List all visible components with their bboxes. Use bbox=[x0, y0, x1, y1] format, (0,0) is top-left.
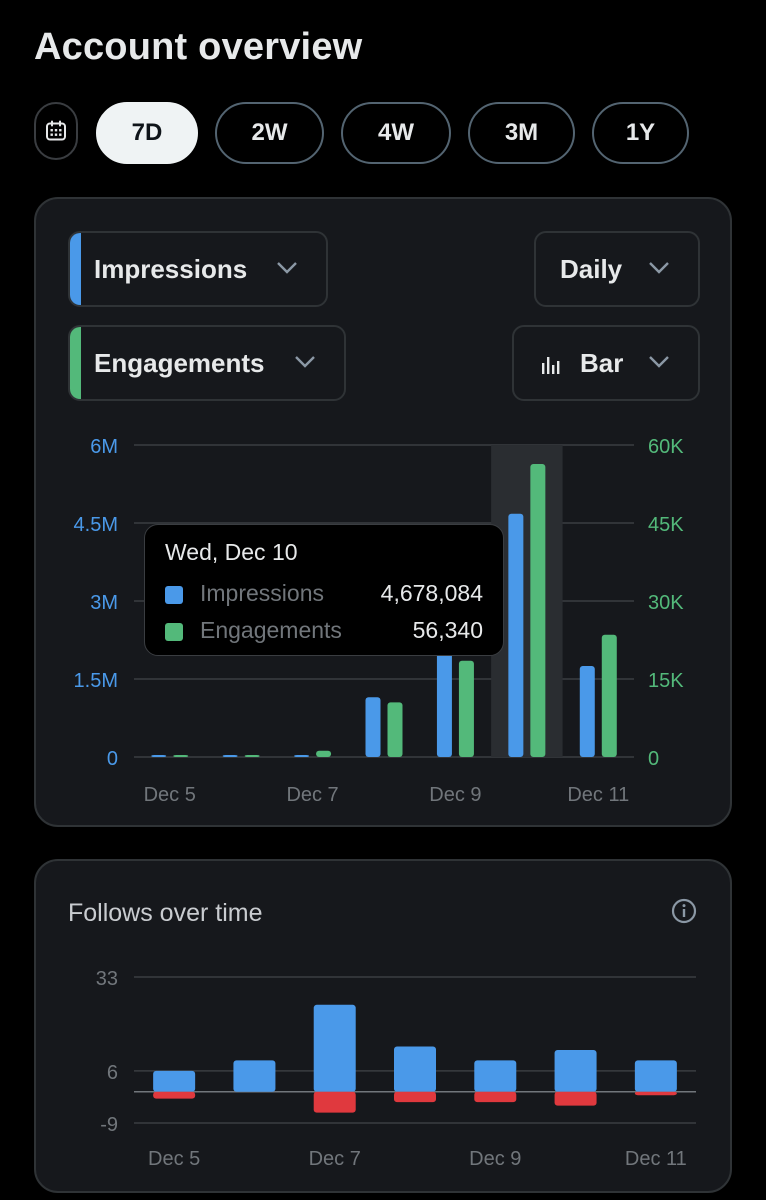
x-axis-tick-label: Dec 5 bbox=[148, 1148, 200, 1170]
x-axis-tick-label: Dec 9 bbox=[469, 1148, 521, 1170]
bar-impressions-dec-8[interactable] bbox=[365, 697, 381, 757]
metric2-label: Engagements bbox=[94, 347, 265, 378]
x-axis-tick-label: Dec 11 bbox=[567, 784, 629, 806]
bar-unfollows-dec-5[interactable] bbox=[153, 1091, 196, 1099]
interval-dropdown[interactable]: Daily bbox=[534, 231, 700, 307]
x-axis-tick-label: Dec 11 bbox=[625, 1148, 687, 1170]
follows-chart: -9 6 33 Dec 5 Dec 7 Dec 9 Dec 11 bbox=[96, 968, 696, 1170]
bar-impressions-dec-11[interactable] bbox=[579, 666, 595, 757]
metric1-dropdown[interactable]: Impressions bbox=[68, 231, 328, 307]
bar-impressions-dec-6[interactable] bbox=[222, 755, 238, 757]
right-axis-tick-label: 0 bbox=[648, 748, 659, 770]
impressions-swatch bbox=[165, 586, 183, 604]
bar-engagements-dec-11[interactable] bbox=[601, 634, 617, 757]
bar-engagements-dec-7[interactable] bbox=[316, 750, 332, 757]
range-7d-button[interactable]: 7D bbox=[96, 102, 198, 164]
bar-follows-dec-10[interactable] bbox=[554, 1050, 597, 1092]
right-axis-tick-label: 30K bbox=[648, 592, 684, 614]
bar-chart-icon bbox=[542, 357, 560, 374]
left-axis-tick-label: 0 bbox=[107, 748, 118, 770]
bar-unfollows-dec-10[interactable] bbox=[554, 1091, 597, 1106]
chart-tooltip: Wed, Dec 10 Impressions 4,678,084 Engage… bbox=[144, 524, 504, 656]
engagements-swatch bbox=[165, 623, 183, 641]
bar-follows-dec-7[interactable] bbox=[313, 1004, 356, 1092]
right-axis-tick-label: 15K bbox=[648, 670, 684, 692]
bar-follows-dec-6[interactable] bbox=[233, 1060, 276, 1092]
tooltip-engagements-label: Engagements bbox=[200, 617, 342, 643]
follows-title: Follows over time bbox=[68, 899, 263, 927]
follows-chart-card: Follows over time -9 6 33 Dec 5 Dec 7 Dec 9 De… bbox=[34, 859, 732, 1193]
overview-chart-card: Impressions Daily Engagements Bar bbox=[34, 197, 732, 827]
x-axis-tick-label: Dec 5 bbox=[144, 784, 196, 806]
left-axis-tick-label: 3M bbox=[90, 592, 118, 614]
right-axis-tick-label: 45K bbox=[648, 514, 684, 536]
tooltip-impressions-label: Impressions bbox=[200, 580, 324, 606]
bar-follows-dec-5[interactable] bbox=[153, 1070, 196, 1092]
right-axis-tick-label: 60K bbox=[648, 436, 684, 458]
range-4w-button[interactable]: 4W bbox=[341, 102, 451, 164]
chevron-down-icon bbox=[649, 356, 669, 368]
bar-impressions-dec-9[interactable] bbox=[436, 646, 452, 757]
interval-label: Daily bbox=[560, 253, 623, 284]
impressions-engagements-chart: 0 1.5M 3M 4.5M 6M 0 15K 30K 45K 60K Dec 5 Dec 7 Dec … bbox=[74, 436, 685, 806]
bar-follows-dec-8[interactable] bbox=[394, 1046, 436, 1092]
tooltip-row-impressions: Impressions 4,678,084 bbox=[165, 580, 483, 610]
calendar-button[interactable] bbox=[34, 102, 78, 160]
metric1-color-accent bbox=[70, 233, 81, 305]
chevron-down-icon bbox=[649, 262, 669, 274]
bar-follows-dec-11[interactable] bbox=[634, 1060, 677, 1092]
x-axis-tick-label: Dec 7 bbox=[309, 1148, 361, 1170]
bar-engagements-dec-6[interactable] bbox=[244, 755, 260, 757]
x-axis-tick-label: Dec 7 bbox=[286, 784, 338, 806]
page-title: Account overview bbox=[34, 26, 363, 68]
range-1y-button[interactable]: 1Y bbox=[592, 102, 689, 164]
bar-engagements-dec-9[interactable] bbox=[458, 660, 474, 757]
range-3m-button[interactable]: 3M bbox=[468, 102, 575, 164]
bar-unfollows-dec-9[interactable] bbox=[474, 1091, 517, 1103]
y-axis-tick-label: -9 bbox=[100, 1114, 118, 1136]
calendar-icon bbox=[46, 120, 66, 141]
bar-engagements-dec-5[interactable] bbox=[173, 755, 189, 757]
bar-follows-dec-9[interactable] bbox=[474, 1060, 517, 1092]
left-axis-tick-label: 4.5M bbox=[74, 514, 118, 536]
metric2-dropdown[interactable]: Engagements bbox=[68, 325, 346, 401]
metric2-color-accent bbox=[70, 327, 81, 399]
bar-engagements-dec-10[interactable] bbox=[530, 464, 546, 757]
x-axis-tick-label: Dec 9 bbox=[429, 784, 481, 806]
bar-impressions-dec-5[interactable] bbox=[151, 755, 167, 757]
info-icon[interactable] bbox=[670, 897, 698, 925]
range-2w-button[interactable]: 2W bbox=[215, 102, 324, 164]
left-axis-tick-label: 6M bbox=[90, 436, 118, 458]
chevron-down-icon bbox=[277, 262, 297, 274]
y-axis-tick-label: 6 bbox=[107, 1062, 118, 1084]
chart-type-dropdown[interactable]: Bar bbox=[512, 325, 700, 401]
bar-engagements-dec-8[interactable] bbox=[387, 702, 403, 757]
tooltip-date: Wed, Dec 10 bbox=[165, 539, 298, 565]
chart-type-label: Bar bbox=[580, 347, 624, 378]
metric1-label: Impressions bbox=[94, 253, 248, 284]
bar-impressions-dec-10[interactable] bbox=[508, 513, 524, 757]
left-axis-tick-label: 1.5M bbox=[74, 670, 118, 692]
bar-unfollows-dec-7[interactable] bbox=[313, 1091, 356, 1113]
y-axis-tick-label: 33 bbox=[96, 968, 118, 990]
bar-impressions-dec-7[interactable] bbox=[294, 755, 310, 757]
tooltip-impressions-value: 4,678,084 bbox=[380, 580, 483, 606]
chevron-down-icon bbox=[295, 356, 315, 368]
bar-unfollows-dec-11[interactable] bbox=[634, 1091, 677, 1096]
tooltip-engagements-value: 56,340 bbox=[412, 617, 483, 643]
tooltip-row-engagements: Engagements 56,340 bbox=[165, 617, 483, 647]
bar-unfollows-dec-8[interactable] bbox=[394, 1091, 436, 1103]
